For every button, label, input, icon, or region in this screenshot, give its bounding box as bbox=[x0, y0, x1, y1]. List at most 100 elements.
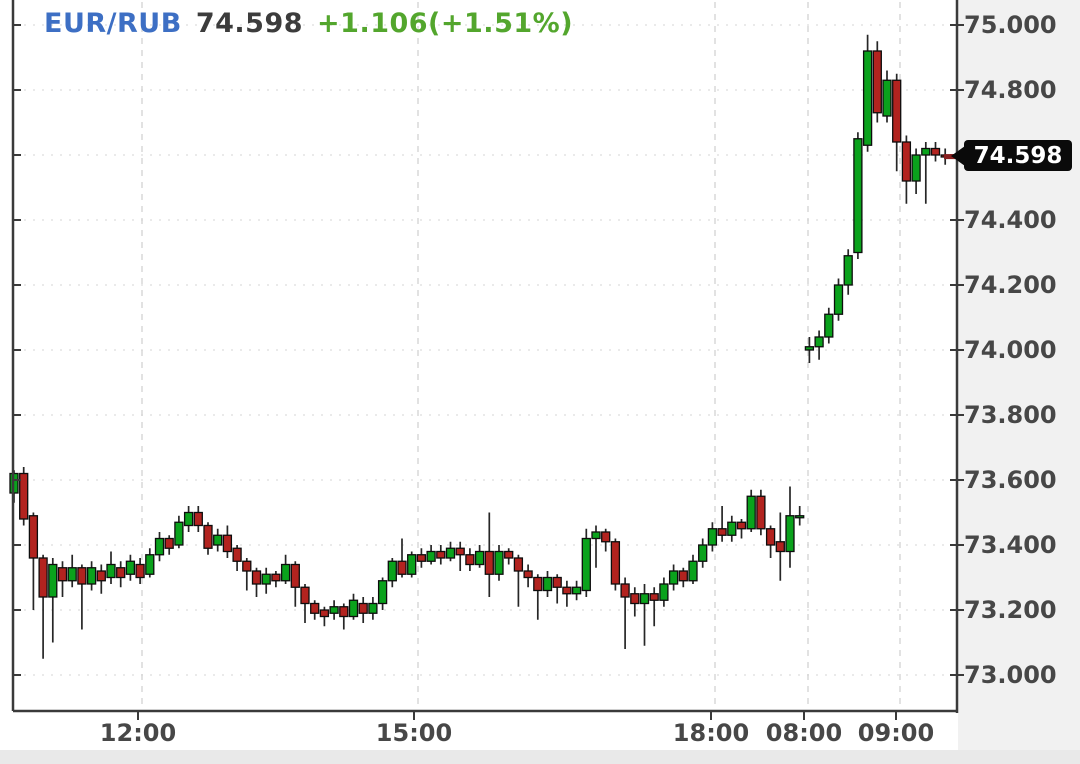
candle-body-down bbox=[930, 147, 941, 156]
candle-body-up bbox=[639, 593, 650, 605]
candle-body-up bbox=[921, 147, 931, 156]
candle-body-down bbox=[601, 531, 611, 543]
candle-body-down bbox=[872, 50, 882, 114]
x-axis-label: 09:00 bbox=[858, 719, 934, 747]
candle-body-up bbox=[183, 511, 194, 527]
candle-body-up bbox=[426, 550, 436, 562]
candle-body-down bbox=[775, 541, 785, 553]
last-price-value: 74.598 bbox=[195, 8, 304, 39]
candle-body-down bbox=[756, 495, 766, 530]
candle-body-up bbox=[329, 606, 339, 614]
symbol-label: EUR/RUB bbox=[44, 8, 182, 39]
candle-body-down bbox=[77, 567, 87, 585]
candle-body-down bbox=[901, 141, 912, 182]
candle-body-down bbox=[465, 554, 475, 566]
candle-body-up bbox=[911, 154, 921, 182]
candle-body-up bbox=[494, 550, 504, 575]
candle-body-down bbox=[300, 586, 310, 605]
candle-body-up bbox=[174, 521, 184, 546]
candle-body-down bbox=[533, 576, 543, 592]
price-change-value: +1.106(+1.51%) bbox=[317, 8, 574, 39]
y-axis-label: 74.800 bbox=[964, 76, 1057, 104]
quote-header: EUR/RUB 74.598 +1.106(+1.51%) bbox=[44, 8, 573, 39]
candle-body-up bbox=[67, 567, 77, 582]
candle-body-down bbox=[630, 593, 640, 605]
candle-body-up bbox=[727, 521, 737, 536]
candle-body-up bbox=[474, 550, 485, 566]
candle-body-up bbox=[862, 50, 873, 146]
candle-body-down bbox=[455, 547, 465, 556]
y-axis-label: 73.000 bbox=[964, 661, 1057, 689]
candle-body-down bbox=[397, 560, 407, 575]
y-axis-label: 75.000 bbox=[964, 11, 1057, 39]
candle-body-up bbox=[154, 537, 165, 556]
candle-body-down bbox=[736, 521, 747, 530]
candle-body-up bbox=[795, 515, 805, 519]
candle-body-down bbox=[232, 547, 242, 562]
candle-body-down bbox=[484, 550, 494, 575]
candle-body-down bbox=[436, 550, 446, 559]
x-axis-label: 12:00 bbox=[100, 719, 176, 747]
last-price-tag-text: 74.598 bbox=[973, 142, 1063, 169]
y-axis-label: 74.400 bbox=[964, 206, 1057, 234]
candle-body-down bbox=[892, 79, 902, 143]
candle-body-down bbox=[765, 528, 776, 546]
candle-body-down bbox=[28, 515, 39, 559]
candle-body-down bbox=[242, 560, 252, 572]
candle-body-down bbox=[610, 541, 621, 585]
candle-body-down bbox=[552, 576, 562, 588]
y-axis-label: 73.400 bbox=[964, 531, 1057, 559]
candle-body-down bbox=[222, 534, 233, 553]
candle-body-up bbox=[407, 554, 417, 575]
candle-body-up bbox=[125, 560, 136, 575]
candle-body-down bbox=[19, 472, 29, 520]
candle-body-up bbox=[843, 255, 853, 286]
candle-body-down bbox=[193, 511, 203, 527]
candle-body-up bbox=[814, 336, 824, 348]
candle-body-up bbox=[280, 563, 291, 582]
candle-body-down bbox=[339, 606, 349, 618]
candle-body-down bbox=[513, 557, 524, 572]
candle-body-up bbox=[824, 313, 834, 338]
candle-body-up bbox=[688, 560, 698, 582]
candle-body-up bbox=[145, 554, 155, 575]
candle-body-up bbox=[581, 537, 591, 592]
candle-body-down bbox=[57, 567, 68, 582]
candle-body-up bbox=[387, 560, 397, 582]
last-price-tag: 74.598 bbox=[951, 140, 1072, 171]
candle-body-down bbox=[135, 563, 145, 579]
candle-body-up bbox=[571, 586, 582, 595]
bottom-strip bbox=[0, 750, 1080, 764]
candle-body-up bbox=[106, 563, 116, 579]
y-axis-label: 73.800 bbox=[964, 401, 1057, 429]
candle-body-down bbox=[38, 557, 48, 598]
candle-body-up bbox=[591, 531, 601, 540]
candle-body-down bbox=[358, 602, 368, 614]
y-axis-label: 73.600 bbox=[964, 466, 1057, 494]
candle-body-down bbox=[319, 609, 330, 618]
candle-body-up bbox=[261, 573, 271, 585]
candle-body-down bbox=[310, 602, 320, 614]
candle-body-up bbox=[746, 495, 756, 530]
candle-body-up bbox=[668, 570, 679, 585]
candle-body-down bbox=[271, 573, 281, 582]
y-axis-label: 74.000 bbox=[964, 336, 1057, 364]
candle-body-up bbox=[368, 602, 378, 614]
x-axis-label: 15:00 bbox=[376, 719, 452, 747]
candle-body-up bbox=[86, 567, 97, 585]
candle-body-up bbox=[213, 534, 223, 546]
candle-body-up bbox=[707, 528, 718, 546]
candle-body-down bbox=[504, 550, 514, 559]
candle-body-down bbox=[620, 583, 630, 598]
candle-body-down bbox=[562, 586, 572, 595]
candle-body-up bbox=[659, 583, 669, 601]
candle-body-up bbox=[377, 580, 388, 605]
candle-body-up bbox=[882, 79, 892, 117]
candle-body-up bbox=[804, 346, 815, 351]
candle-body-up bbox=[698, 544, 708, 562]
candle-body-down bbox=[649, 593, 659, 601]
candle-body-down bbox=[164, 537, 174, 549]
right-axis-margin bbox=[958, 0, 1080, 764]
